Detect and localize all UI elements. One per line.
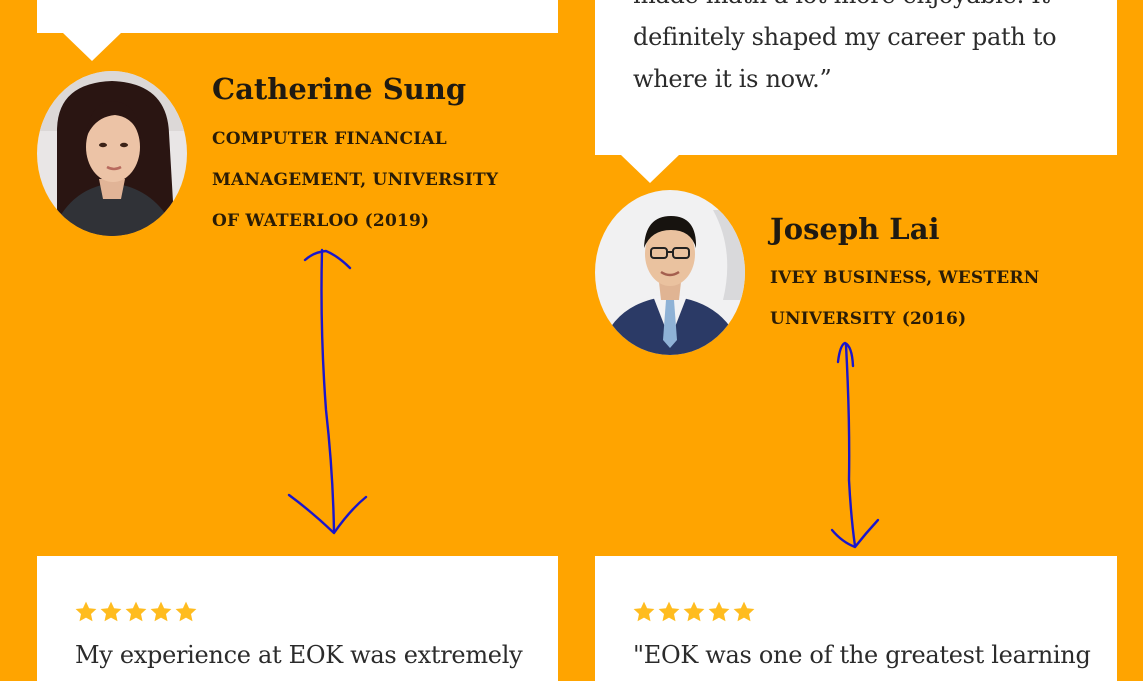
star-icon — [150, 601, 172, 622]
star-icon — [633, 601, 655, 622]
double-arrow-icon — [830, 341, 880, 549]
star-icon — [75, 601, 97, 622]
review-text: My experience at EOK was extremely — [75, 641, 523, 669]
portrait-photo — [595, 190, 745, 355]
role-line: IVEY BUSINESS, WESTERN — [770, 268, 1040, 288]
star-icon — [733, 601, 755, 622]
avatar-catherine-sung — [37, 71, 187, 236]
star-icon — [683, 601, 705, 622]
testimonial-quote-card-right: made math a lot more enjoyable. It defin… — [595, 0, 1117, 155]
star-icon — [100, 601, 122, 622]
review-card-right: "EOK was one of the greatest learning — [595, 556, 1117, 681]
star-rating — [632, 600, 756, 624]
star-icon — [125, 601, 147, 622]
quote-line: where it is now.” — [633, 65, 832, 93]
star-icon — [175, 601, 197, 622]
quote-bubble-tail-left — [63, 33, 121, 61]
double-arrow-icon — [287, 248, 368, 535]
testimonial-name-left: Catherine Sung — [212, 72, 467, 106]
star-icon — [708, 601, 730, 622]
review-text: "EOK was one of the greatest learning — [633, 641, 1091, 669]
portrait-photo — [37, 71, 187, 236]
role-line: MANAGEMENT, UNIVERSITY — [212, 170, 499, 190]
quote-line: definitely shaped my career path to — [633, 23, 1057, 51]
quote-line: made math a lot more enjoyable. It — [633, 0, 1050, 16]
star-icon — [658, 601, 680, 622]
role-line: OF WATERLOO (2019) — [212, 211, 430, 231]
quote-bubble-tail-right — [621, 155, 679, 183]
testimonial-name-right: Joseph Lai — [770, 212, 940, 246]
role-line: UNIVERSITY (2016) — [770, 309, 967, 329]
testimonial-quote-card-left — [37, 0, 558, 33]
role-line: COMPUTER FINANCIAL — [212, 129, 447, 149]
avatar-joseph-lai — [595, 190, 745, 355]
star-rating — [74, 600, 198, 624]
review-card-left: My experience at EOK was extremely — [37, 556, 558, 681]
